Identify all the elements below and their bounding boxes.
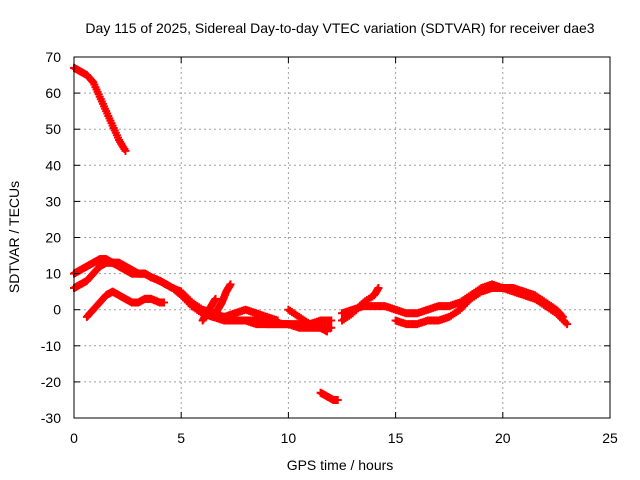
ticks: 0 5 10 15 20 25 70 60 50 40 30 20 10 0 -10 -20 -30 — [41, 49, 618, 446]
data-point — [211, 294, 220, 303]
data-point — [160, 298, 169, 307]
x-axis-label: GPS time / hours — [287, 457, 394, 473]
data-point — [327, 323, 336, 332]
y-tick-label: 20 — [45, 230, 61, 246]
x-tick-label: 15 — [388, 430, 404, 446]
x-tick-label: 25 — [602, 430, 618, 446]
data-point — [322, 327, 331, 336]
y-tick-label: -10 — [41, 338, 61, 354]
data-point — [121, 146, 130, 155]
y-axis-label: SDTVAR / TECUs — [6, 181, 22, 293]
y-tick-label: 60 — [45, 85, 61, 101]
series-track-12 — [391, 284, 572, 329]
series-track-9 — [284, 305, 331, 336]
x-tick-label: 5 — [177, 430, 185, 446]
y-tick-label: -30 — [41, 410, 61, 426]
series-track-4 — [82, 287, 169, 321]
chart-title: Day 115 of 2025, Sidereal Day-to-day VTE… — [85, 20, 594, 36]
series-track-6 — [209, 280, 235, 321]
data-point — [333, 395, 342, 404]
series-track-13 — [316, 388, 342, 404]
grid — [74, 57, 610, 418]
data-point — [327, 316, 336, 325]
y-tick-label: 50 — [45, 121, 61, 137]
series-track-7 — [198, 294, 220, 325]
series-track-1 — [70, 63, 130, 155]
data-point — [374, 284, 383, 293]
data-point — [226, 280, 235, 289]
y-tick-label: 70 — [45, 49, 61, 65]
series-group — [70, 63, 572, 404]
x-tick-label: 0 — [70, 430, 78, 446]
y-tick-label: 30 — [45, 193, 61, 209]
y-tick-label: 40 — [45, 157, 61, 173]
data-point — [563, 320, 572, 329]
y-tick-label: -20 — [41, 374, 61, 390]
series-track-11 — [338, 284, 383, 325]
y-tick-label: 10 — [45, 266, 61, 282]
x-tick-label: 20 — [495, 430, 511, 446]
x-tick-label: 10 — [281, 430, 297, 446]
y-tick-label: 0 — [53, 302, 61, 318]
